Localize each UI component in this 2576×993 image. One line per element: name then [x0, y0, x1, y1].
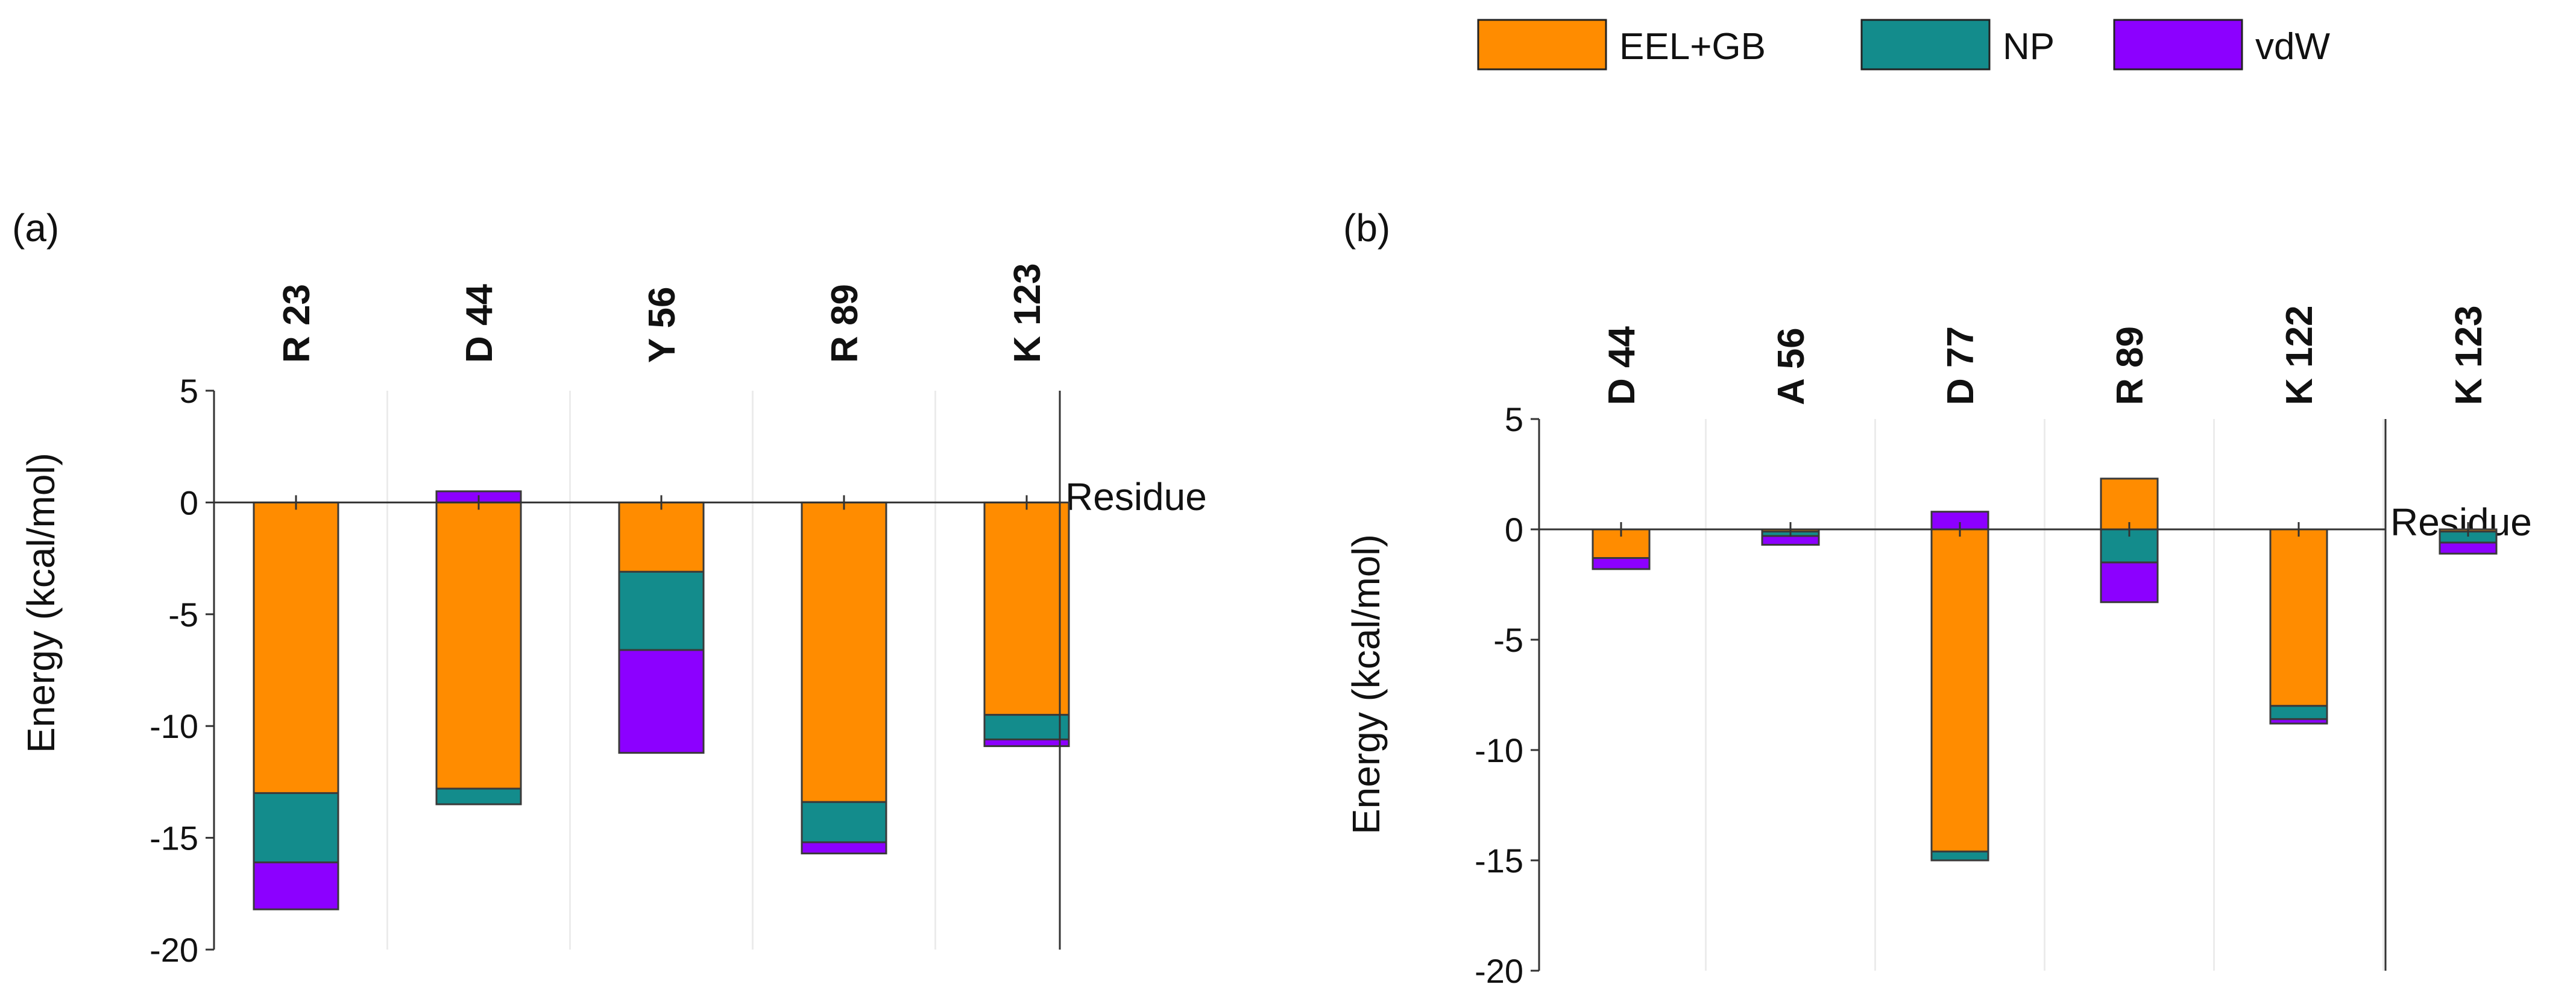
bar-vdw-r-23 — [253, 861, 339, 910]
y-axis-title-a: Energy (kcal/mol) — [19, 453, 63, 753]
y-tick-label: 0 — [180, 484, 198, 522]
y-tick-label: -20 — [150, 931, 198, 969]
y-axis-title-b: Energy (kcal/mol) — [1344, 534, 1388, 834]
legend-swatch-eel-gb — [1477, 19, 1607, 71]
bar-eel-gb-r-89 — [2100, 478, 2159, 531]
bar-eel-gb-y-56 — [618, 501, 705, 573]
legend: EEL+GB NP vdW — [1477, 19, 2330, 71]
y-tick-label: -10 — [1475, 731, 1523, 769]
residue-label-k-122: K 122 — [2279, 306, 2320, 405]
y-tick-label: -10 — [150, 707, 198, 745]
bar-vdw-k-122 — [2269, 718, 2328, 725]
residue-label-d-44: D 44 — [459, 284, 500, 363]
panel-label-b: (b) — [1343, 206, 1390, 250]
residue-label-d-77: D 77 — [1940, 326, 1982, 405]
bar-eel-gb-d-44 — [435, 501, 522, 790]
y-tick-label: -5 — [168, 596, 198, 634]
bar-eel-gb-d-77 — [1930, 528, 1989, 853]
y-tick-label: -15 — [1475, 842, 1523, 880]
bar-vdw-d-44 — [1592, 557, 1651, 570]
y-tick-label: -5 — [1493, 621, 1523, 659]
residue-label-d-44: D 44 — [1601, 326, 1643, 405]
residue-label-a-56: A 56 — [1771, 327, 1812, 405]
legend-swatch-np — [1860, 19, 1991, 71]
residue-label-y-56: Y 56 — [641, 287, 683, 363]
bar-eel-gb-k-123 — [983, 501, 1070, 716]
bar-np-d-44 — [435, 787, 522, 805]
bar-vdw-k-123 — [983, 738, 1070, 748]
bar-vdw-a-56 — [1761, 535, 1820, 546]
panel-b: (b) Energy (kcal/mol) Residue D 44 A 56 D … — [1343, 206, 2532, 990]
bar-np-y-56 — [618, 570, 705, 651]
residue-label-r-23: R 23 — [276, 284, 318, 363]
bar-vdw-r-89 — [801, 841, 887, 855]
panel-a: (a) Energy (kcal/mol) Residue R 23 D 44 Y … — [12, 206, 1207, 969]
bar-np-r-23 — [253, 792, 339, 863]
bar-np-k-123 — [983, 714, 1070, 740]
bar-vdw-y-56 — [618, 649, 705, 754]
bar-vdw-k-123 — [2439, 541, 2498, 555]
bar-eel-gb-k-122 — [2269, 528, 2328, 707]
legend-swatch-vdw — [2113, 19, 2243, 71]
bar-np-d-77 — [1930, 850, 1989, 862]
x-axis-title-a: Residue — [1065, 475, 1207, 519]
y-tick-label: 5 — [180, 372, 198, 410]
residue-label-k-123: K 123 — [1007, 263, 1048, 363]
residue-label-r-89: R 89 — [824, 284, 866, 363]
y-tick-label: -20 — [1475, 952, 1523, 990]
y-tick-label: -15 — [150, 819, 198, 857]
residue-label-r-89: R 89 — [2109, 326, 2151, 405]
bar-np-r-89 — [801, 801, 887, 843]
y-tick-label: 5 — [1505, 400, 1523, 438]
y-tick-label: 0 — [1505, 511, 1523, 549]
legend-label-vdw: vdW — [2255, 26, 2330, 68]
legend-label-np: NP — [2003, 26, 2055, 68]
panel-label-a: (a) — [12, 206, 59, 250]
bar-vdw-r-89 — [2100, 561, 2159, 604]
bar-eel-gb-r-23 — [253, 501, 339, 794]
residue-label-k-123: K 123 — [2448, 306, 2490, 405]
bar-np-k-122 — [2269, 705, 2328, 720]
bar-eel-gb-r-89 — [801, 501, 887, 803]
legend-label-eel-gb: EEL+GB — [1619, 26, 1766, 68]
